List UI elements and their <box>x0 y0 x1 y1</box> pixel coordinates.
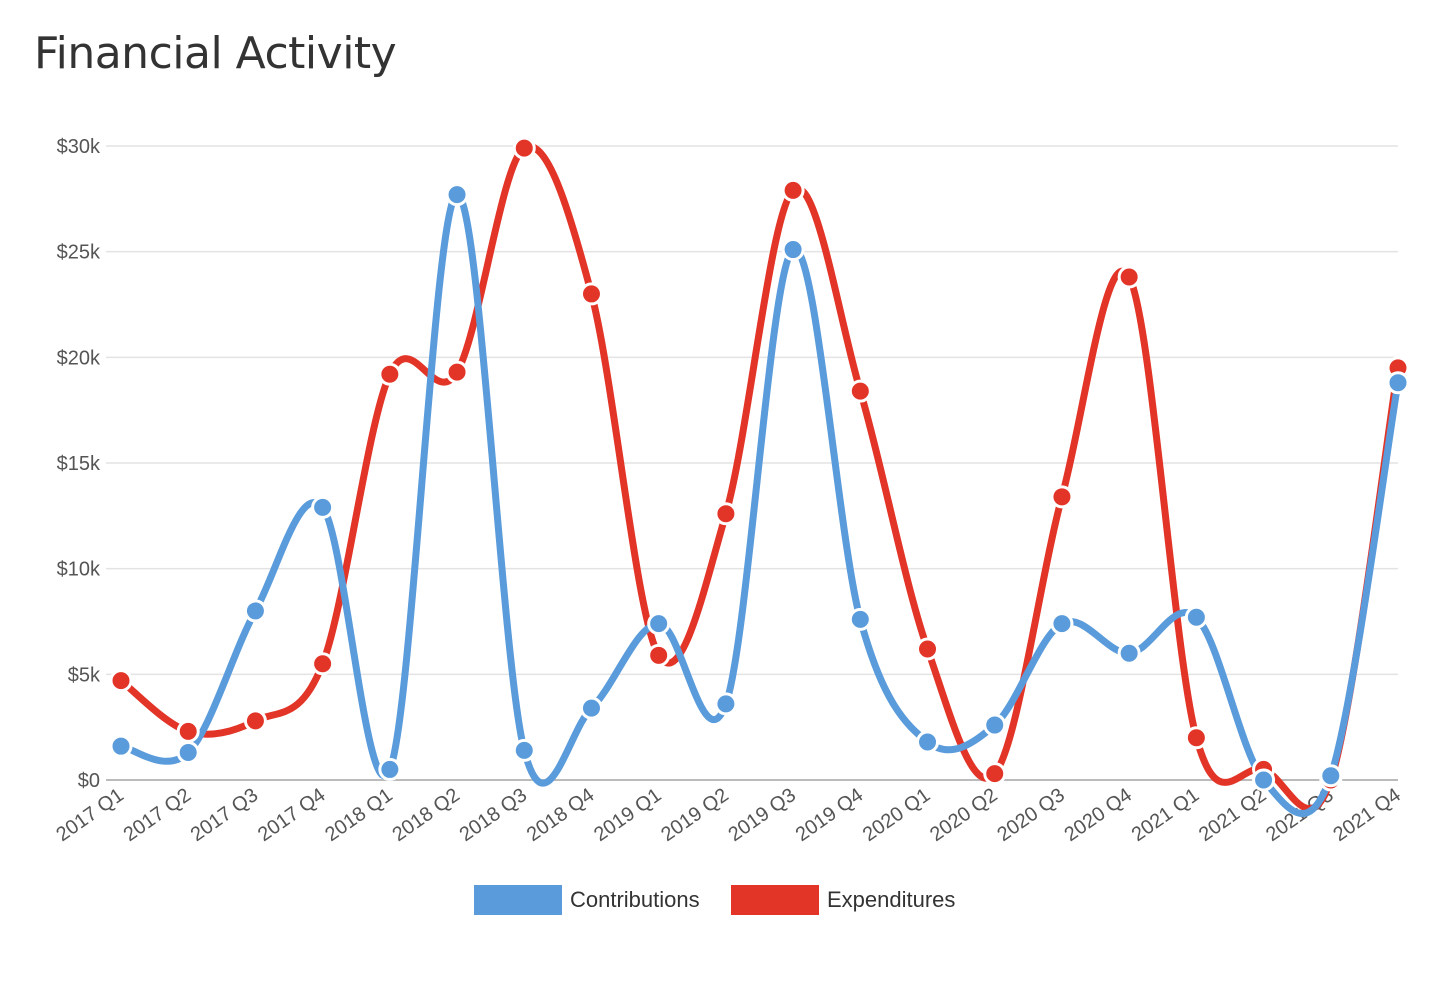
contributions-point <box>378 757 402 781</box>
contributions-point <box>1050 612 1074 636</box>
contributions-point <box>848 607 872 631</box>
expenditures-point <box>1050 485 1074 509</box>
contributions-point <box>916 730 940 754</box>
x-tick-label: 2019 Q2 <box>657 784 732 846</box>
x-tick-label: 2019 Q1 <box>590 784 665 846</box>
x-tick-label: 2021 Q2 <box>1195 784 1270 846</box>
y-tick-label: $10k <box>57 559 101 581</box>
y-tick-label: $5k <box>68 664 101 686</box>
contributions-point <box>109 734 133 758</box>
expenditures-point <box>512 136 536 160</box>
expenditures-legend-swatch <box>731 885 819 915</box>
x-tick-label: 2018 Q2 <box>388 784 463 846</box>
x-tick-label: 2021 Q4 <box>1329 784 1404 846</box>
expenditures-point <box>916 637 940 661</box>
x-tick-label: 2019 Q4 <box>792 784 867 846</box>
contributions-point <box>1386 371 1410 395</box>
x-tick-label: 2017 Q4 <box>254 784 329 846</box>
expenditures-point <box>1184 726 1208 750</box>
contributions-legend-swatch <box>474 885 562 915</box>
x-tick-label: 2017 Q1 <box>52 784 127 846</box>
expenditures-point <box>109 669 133 693</box>
expenditures-point <box>1117 265 1141 289</box>
contributions-point <box>243 599 267 623</box>
contributions-point <box>647 612 671 636</box>
contributions-point <box>1319 764 1343 788</box>
contributions-point <box>1252 768 1276 792</box>
grid-lines <box>106 145 1398 781</box>
expenditures-point <box>243 709 267 733</box>
expenditures-point <box>445 360 469 384</box>
chart-title: Financial Activity <box>34 28 397 79</box>
y-tick-label: $15k <box>57 453 101 475</box>
expenditures-point <box>579 282 603 306</box>
x-tick-label: 2020 Q4 <box>1061 784 1136 846</box>
y-tick-label: $25k <box>57 242 101 264</box>
contributions-point <box>1184 605 1208 629</box>
contributions-point <box>311 495 335 519</box>
y-tick-label: $0 <box>78 770 100 792</box>
expenditures-legend-label: Expenditures <box>827 887 955 912</box>
x-tick-label: 2018 Q1 <box>321 784 396 846</box>
expenditures-point <box>848 379 872 403</box>
series-lines <box>117 143 1402 817</box>
contributions-point <box>445 183 469 207</box>
x-tick-label: 2017 Q3 <box>187 784 262 846</box>
legend: Contributions Expenditures <box>474 885 955 915</box>
expenditures-point <box>647 643 671 667</box>
expenditures-point <box>983 762 1007 786</box>
expenditures-point <box>714 502 738 526</box>
y-tick-label: $20k <box>57 347 101 369</box>
x-tick-label: 2018 Q4 <box>523 784 598 846</box>
contributions-point <box>579 696 603 720</box>
x-tick-label: 2017 Q2 <box>120 784 195 846</box>
series-points <box>109 136 1410 792</box>
x-tick-label: 2020 Q3 <box>993 784 1068 846</box>
expenditures-point <box>176 719 200 743</box>
expenditures-point <box>311 652 335 676</box>
contributions-point <box>512 738 536 762</box>
x-tick-label: 2021 Q1 <box>1128 784 1203 846</box>
expenditures-point <box>781 178 805 202</box>
contributions-legend-label: Contributions <box>570 887 700 912</box>
x-tick-label: 2018 Q3 <box>456 784 531 846</box>
contributions-point <box>1117 641 1141 665</box>
y-tick-label: $30k <box>57 136 101 158</box>
contributions-point <box>781 238 805 262</box>
contributions-point <box>983 713 1007 737</box>
x-tick-label: 2020 Q1 <box>859 784 934 846</box>
x-tick-label: 2019 Q3 <box>724 784 799 846</box>
contributions-point <box>176 741 200 765</box>
y-axis: $0 $5k $10k $15k $20k $25k $30k <box>57 136 101 792</box>
contributions-point <box>714 692 738 716</box>
expenditures-point <box>378 362 402 386</box>
x-tick-label: 2020 Q2 <box>926 784 1001 846</box>
